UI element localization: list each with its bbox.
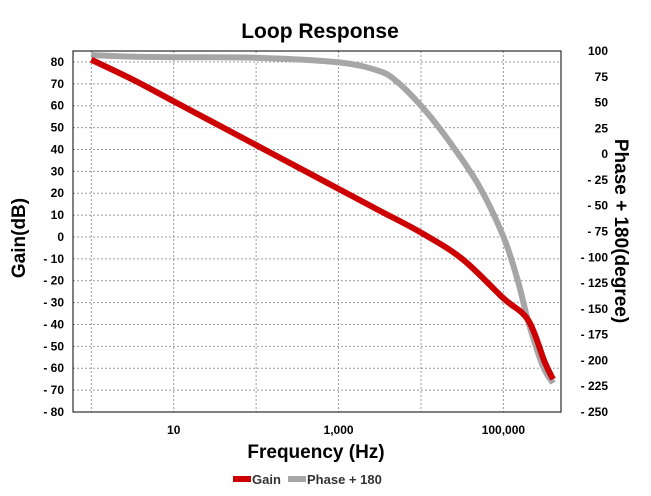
- legend-label-phase-180: Phase + 180: [307, 472, 382, 487]
- right-tick-label: 100: [588, 44, 608, 58]
- left-tick-label: 50: [51, 121, 65, 135]
- series-layer: [89, 52, 556, 385]
- legend-label-gain: Gain: [252, 472, 281, 487]
- left-tick-label: 40: [51, 142, 65, 156]
- legend-swatch-gain: [233, 476, 251, 482]
- plot-frame: [72, 50, 562, 413]
- x-tick-label: 1,000: [324, 423, 354, 437]
- right-tick-label: - 225: [581, 379, 609, 393]
- right-tick-label: - 175: [581, 328, 609, 342]
- left-tick-label: 20: [51, 186, 65, 200]
- left-tick-label: - 70: [43, 383, 64, 397]
- left-tick-label: - 60: [43, 361, 64, 375]
- grid-layer: [73, 51, 561, 412]
- left-tick-label: - 30: [43, 296, 64, 310]
- left-tick-label: 80: [51, 55, 65, 69]
- right-tick-label: 0: [601, 147, 608, 161]
- right-tick-label: - 200: [581, 353, 609, 367]
- left-tick-label: - 10: [43, 252, 64, 266]
- left-axis-ticks: 80 70 60 50 40 30 20 10 0 - 10 - 20 - 30 - 40 - 50 - 6…: [43, 55, 64, 419]
- legend: Gain Phase + 180: [233, 472, 382, 487]
- left-y-axis-label: Gain(dB): [9, 198, 30, 278]
- x-axis-ticks: 10 1,000 100,000: [167, 423, 525, 437]
- chart-title: Loop Response: [241, 20, 399, 43]
- right-tick-label: - 150: [581, 302, 609, 316]
- right-tick-label: - 50: [587, 199, 608, 213]
- x-tick-label: 100,000: [482, 423, 526, 437]
- right-tick-label: 75: [595, 70, 609, 84]
- right-tick-label: - 250: [581, 405, 609, 419]
- right-axis-ticks: 100 75 50 25 0 - 25 - 50 - 75 - 100 - 125 - 150 - 1…: [581, 44, 609, 419]
- left-tick-label: 0: [57, 230, 64, 244]
- series-line-gain: [89, 57, 556, 381]
- left-tick-label: 10: [51, 208, 65, 222]
- left-tick-label: 60: [51, 99, 65, 113]
- left-tick-label: 70: [51, 77, 65, 91]
- x-axis-label: Frequency (Hz): [247, 442, 384, 463]
- series-line-phase-180: [91, 52, 556, 385]
- right-tick-label: 50: [595, 96, 609, 110]
- left-tick-label: - 40: [43, 317, 64, 331]
- left-tick-label: 30: [51, 164, 65, 178]
- right-tick-label: - 125: [581, 276, 609, 290]
- x-tick-label: 10: [167, 423, 181, 437]
- left-tick-label: - 80: [43, 405, 64, 419]
- legend-swatch-phase-180: [288, 476, 306, 482]
- left-tick-label: - 20: [43, 274, 64, 288]
- right-tick-label: - 100: [581, 250, 609, 264]
- right-tick-label: - 25: [587, 173, 608, 187]
- right-tick-label: 25: [595, 121, 609, 135]
- right-tick-label: - 75: [587, 225, 608, 239]
- right-y-axis-label: Phase + 180(degree): [610, 139, 631, 323]
- left-tick-label: - 50: [43, 339, 64, 353]
